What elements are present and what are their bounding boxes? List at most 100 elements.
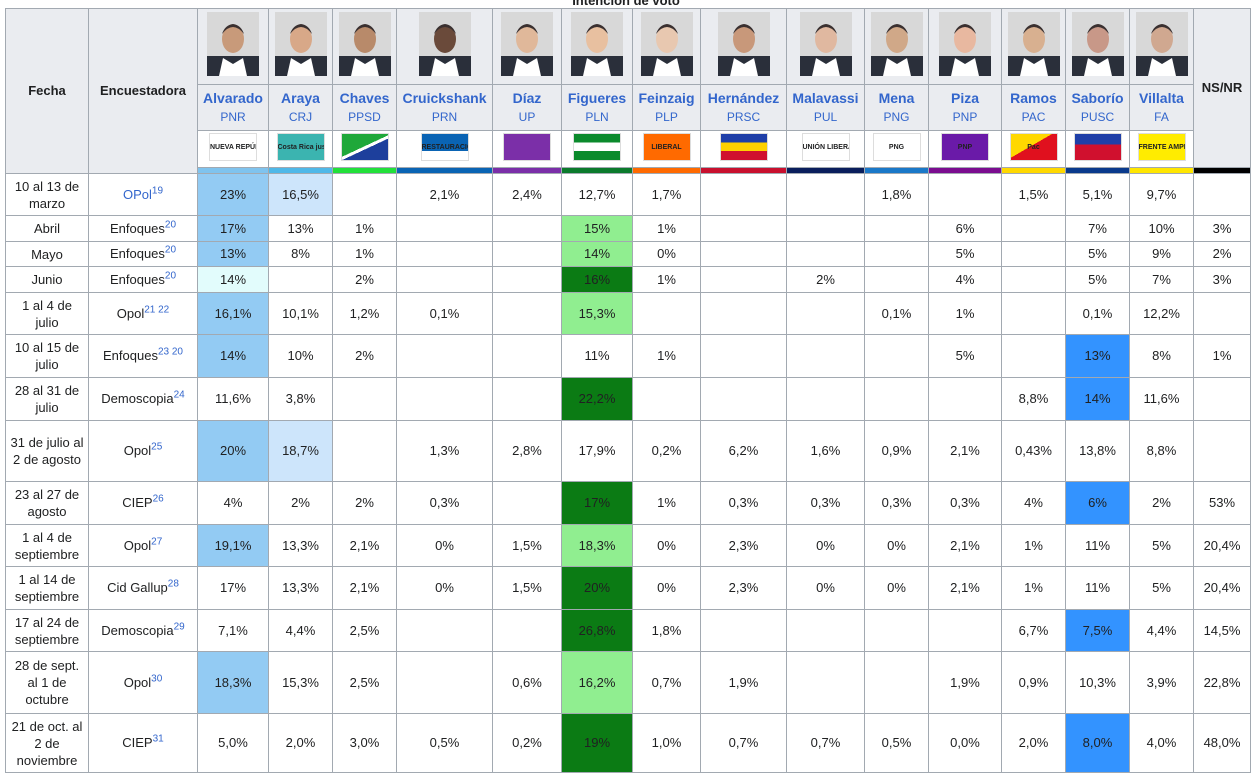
value-cell: 2% xyxy=(332,334,397,378)
value-cell: 1,5% xyxy=(492,566,562,610)
value-cell: 1% xyxy=(632,215,701,242)
reference[interactable]: 23 xyxy=(157,346,170,358)
party-name[interactable]: PUSC xyxy=(1080,110,1115,124)
value-cell: 1% xyxy=(332,241,397,267)
value-cell: 0% xyxy=(396,566,493,610)
value-cell xyxy=(928,609,1002,652)
value-cell: 0,1% xyxy=(1065,292,1130,335)
reference[interactable]: 29 xyxy=(173,621,185,633)
value-cell: 0% xyxy=(632,241,701,267)
value-cell: 0,3% xyxy=(700,481,787,525)
value-cell: 16% xyxy=(561,266,633,293)
photo-cell xyxy=(1001,8,1066,85)
date-cell: Abril xyxy=(5,215,89,242)
candidate-name[interactable]: Villalta xyxy=(1139,90,1184,106)
candidate-name[interactable]: Piza xyxy=(950,90,979,106)
reference[interactable]: 24 xyxy=(173,389,185,401)
party-name[interactable]: PUL xyxy=(813,110,838,124)
value-cell: 15,3% xyxy=(561,292,633,335)
value-cell: 0,7% xyxy=(632,651,701,714)
value-cell: 2,5% xyxy=(332,651,397,714)
candidate-name[interactable]: Araya xyxy=(281,90,320,106)
reference[interactable]: 20 xyxy=(164,219,177,231)
candidate-name[interactable]: Alvarado xyxy=(203,90,263,106)
candidate-name[interactable]: Hernández xyxy=(707,90,780,106)
party-name[interactable]: PNG xyxy=(883,110,910,124)
value-cell: 4% xyxy=(1001,481,1066,525)
candidate-name[interactable]: Chaves xyxy=(339,90,390,106)
party-logo xyxy=(573,132,621,161)
value-cell: 0,6% xyxy=(492,651,562,714)
party-name[interactable]: PNP xyxy=(952,110,978,124)
pollster-name[interactable]: OPol xyxy=(122,186,152,202)
value-cell: 26,8% xyxy=(561,609,633,652)
value-cell xyxy=(332,420,397,482)
candidate-name[interactable]: Ramos xyxy=(1010,90,1057,106)
value-cell: 14% xyxy=(561,241,633,267)
candidate-name[interactable]: Díaz xyxy=(512,90,542,106)
pollster-name: Enfoques xyxy=(109,246,165,261)
references: 20 xyxy=(165,245,176,256)
value-cell: 4,4% xyxy=(268,609,333,652)
value-cell: 1,9% xyxy=(928,651,1002,714)
poll-row: Abril Enfoques20 17% 13% 1% 15% 1% 6% 7% 10% 3% xyxy=(5,215,1251,242)
poll-row: 10 al 15 de julio Enfoques23 20 14% 10% 2% 11… xyxy=(5,334,1251,378)
value-cell: 13,3% xyxy=(268,566,333,610)
party-name[interactable]: PNR xyxy=(220,110,246,124)
reference[interactable]: 31 xyxy=(152,733,164,745)
candidate-photo xyxy=(207,12,259,76)
candidate-name[interactable]: Feinzaig xyxy=(638,90,695,106)
reference[interactable]: 22 xyxy=(158,304,170,316)
pollster-cell: Demoscopia24 xyxy=(88,377,198,421)
party-name[interactable]: CRJ xyxy=(288,110,313,124)
value-cell: 16,2% xyxy=(561,651,633,714)
value-cell: 1,5% xyxy=(1001,173,1066,216)
party-name[interactable]: PLN xyxy=(585,110,609,124)
pollster-name: Enfoques xyxy=(109,271,165,287)
value-cell: 5% xyxy=(1065,266,1130,293)
party-name[interactable]: PLP xyxy=(655,110,678,124)
party-name[interactable]: PAC xyxy=(1021,110,1046,124)
reference[interactable]: 26 xyxy=(152,493,164,505)
party-name[interactable]: PRN xyxy=(431,110,458,124)
value-cell xyxy=(700,609,787,652)
reference[interactable]: 21 xyxy=(144,304,156,316)
date-cell: 17 al 24 de septiembre xyxy=(5,609,89,652)
pollster-cell: CIEP31 xyxy=(88,713,198,773)
reference[interactable]: 25 xyxy=(151,441,163,453)
reference[interactable]: 30 xyxy=(151,673,163,685)
reference[interactable]: 19 xyxy=(151,185,164,197)
party-logo: LIBERAL xyxy=(642,132,691,161)
reference[interactable]: 20 xyxy=(164,244,177,256)
reference[interactable]: 20 xyxy=(164,270,177,282)
party-name[interactable]: PRSC xyxy=(726,110,761,124)
value-cell xyxy=(864,266,929,293)
pollster-cell: Opol25 xyxy=(88,420,198,482)
value-cell xyxy=(700,266,787,293)
reference[interactable]: 27 xyxy=(151,536,163,548)
value-cell: 2% xyxy=(1193,241,1251,267)
party-name[interactable]: PPSD xyxy=(348,110,381,124)
pollster-cell: Enfoques20 xyxy=(88,215,198,242)
candidate-photo xyxy=(1135,12,1188,76)
candidate-name[interactable]: Malavassi xyxy=(792,90,859,106)
reference[interactable]: 20 xyxy=(171,346,183,358)
candidate-name[interactable]: Cruickshank xyxy=(402,90,487,106)
candidate-cell: Feinzaig PLP xyxy=(632,84,701,131)
pollster-cell: Enfoques20 xyxy=(88,241,198,267)
references: 24 xyxy=(174,390,185,401)
photo-cell xyxy=(396,8,493,85)
value-cell xyxy=(700,334,787,378)
candidate-name[interactable]: Mena xyxy=(878,90,915,106)
party-name[interactable]: FA xyxy=(1154,110,1169,124)
value-cell: 0,5% xyxy=(864,713,929,773)
candidate-name[interactable]: Saborío xyxy=(1071,90,1124,106)
value-cell: 8,0% xyxy=(1065,713,1130,773)
party-name[interactable]: UP xyxy=(518,110,536,124)
candidate-name[interactable]: Figueres xyxy=(567,90,627,106)
logo-cell xyxy=(492,130,562,168)
logo-cell: PNG xyxy=(864,130,929,168)
references: 23 20 xyxy=(158,347,183,358)
reference[interactable]: 28 xyxy=(167,578,179,590)
value-cell: 0,0% xyxy=(928,713,1002,773)
